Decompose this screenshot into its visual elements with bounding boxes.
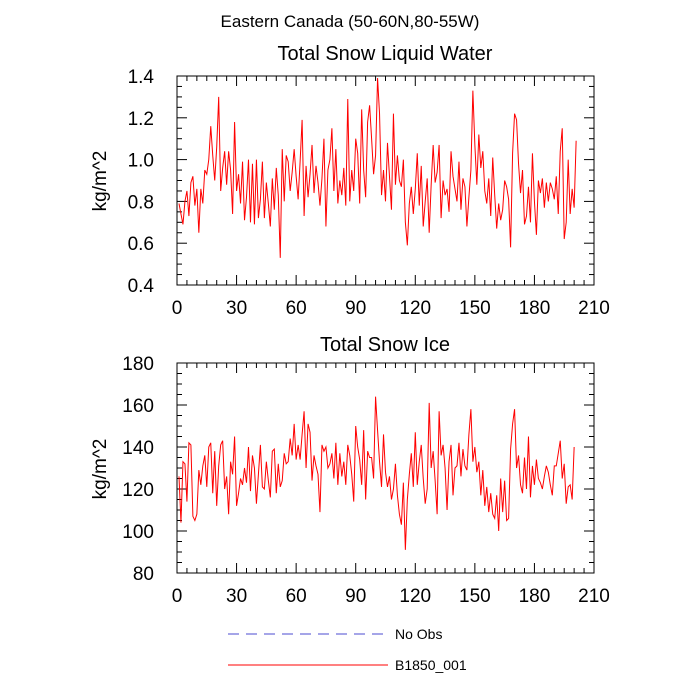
y-axis-label: kg/m^2 — [90, 439, 111, 500]
x-tick-label: 60 — [286, 586, 307, 607]
y-tick-label: 0.4 — [128, 276, 155, 297]
x-tick-label: 0 — [172, 298, 183, 319]
chart-panel-snow-liquid-water: Total Snow Liquid Water kg/m^2 0 30 60 90 12… — [90, 43, 610, 319]
legend-label-no-obs: No Obs — [395, 626, 442, 642]
y-tick-label: 1.2 — [128, 109, 154, 130]
x-tick-label: 180 — [519, 298, 551, 319]
x-tick-label: 30 — [226, 298, 247, 319]
x-tick-label: 60 — [286, 298, 307, 319]
plot-frame — [176, 362, 595, 574]
chart-title: Total Snow Ice — [320, 334, 450, 356]
chart-panel-snow-ice: Total Snow Ice kg/m^2 0 30 60 90 120 150 180 21… — [90, 334, 610, 607]
y-tick-label: 120 — [122, 480, 154, 501]
y-tick-label: 180 — [122, 354, 154, 375]
x-tick-label: 90 — [345, 586, 366, 607]
x-tick-label: 150 — [459, 586, 491, 607]
x-tick-label: 210 — [578, 586, 610, 607]
y-tick-label: 160 — [122, 396, 154, 417]
y-tick-label: 80 — [133, 564, 154, 585]
y-tick-label: 0.8 — [128, 192, 154, 213]
legend-label-b1850: B1850_001 — [395, 657, 467, 673]
x-tick-label: 30 — [226, 586, 247, 607]
x-tick-label: 150 — [459, 298, 491, 319]
y-tick-label: 1.0 — [128, 151, 154, 172]
chart-title: Total Snow Liquid Water — [278, 43, 493, 65]
plot-frame — [176, 75, 595, 286]
series-line-b1850_001 — [178, 78, 577, 258]
x-tick-label: 120 — [399, 586, 431, 607]
y-tick-label: 100 — [122, 522, 154, 543]
x-tick-label: 180 — [519, 586, 551, 607]
x-tick-label: 210 — [578, 298, 610, 319]
series-line-b1850_001 — [178, 396, 575, 550]
y-tick-label: 1.4 — [128, 67, 155, 88]
x-tick-label: 120 — [399, 298, 431, 319]
x-tick-label: 90 — [345, 298, 366, 319]
figure-title: Eastern Canada (50-60N,80-55W) — [221, 12, 480, 31]
legend: No Obs B1850_001 — [228, 626, 467, 673]
y-axis-label: kg/m^2 — [90, 151, 111, 212]
y-tick-label: 0.6 — [128, 234, 154, 255]
y-tick-label: 140 — [122, 438, 154, 459]
x-tick-label: 0 — [172, 586, 183, 607]
